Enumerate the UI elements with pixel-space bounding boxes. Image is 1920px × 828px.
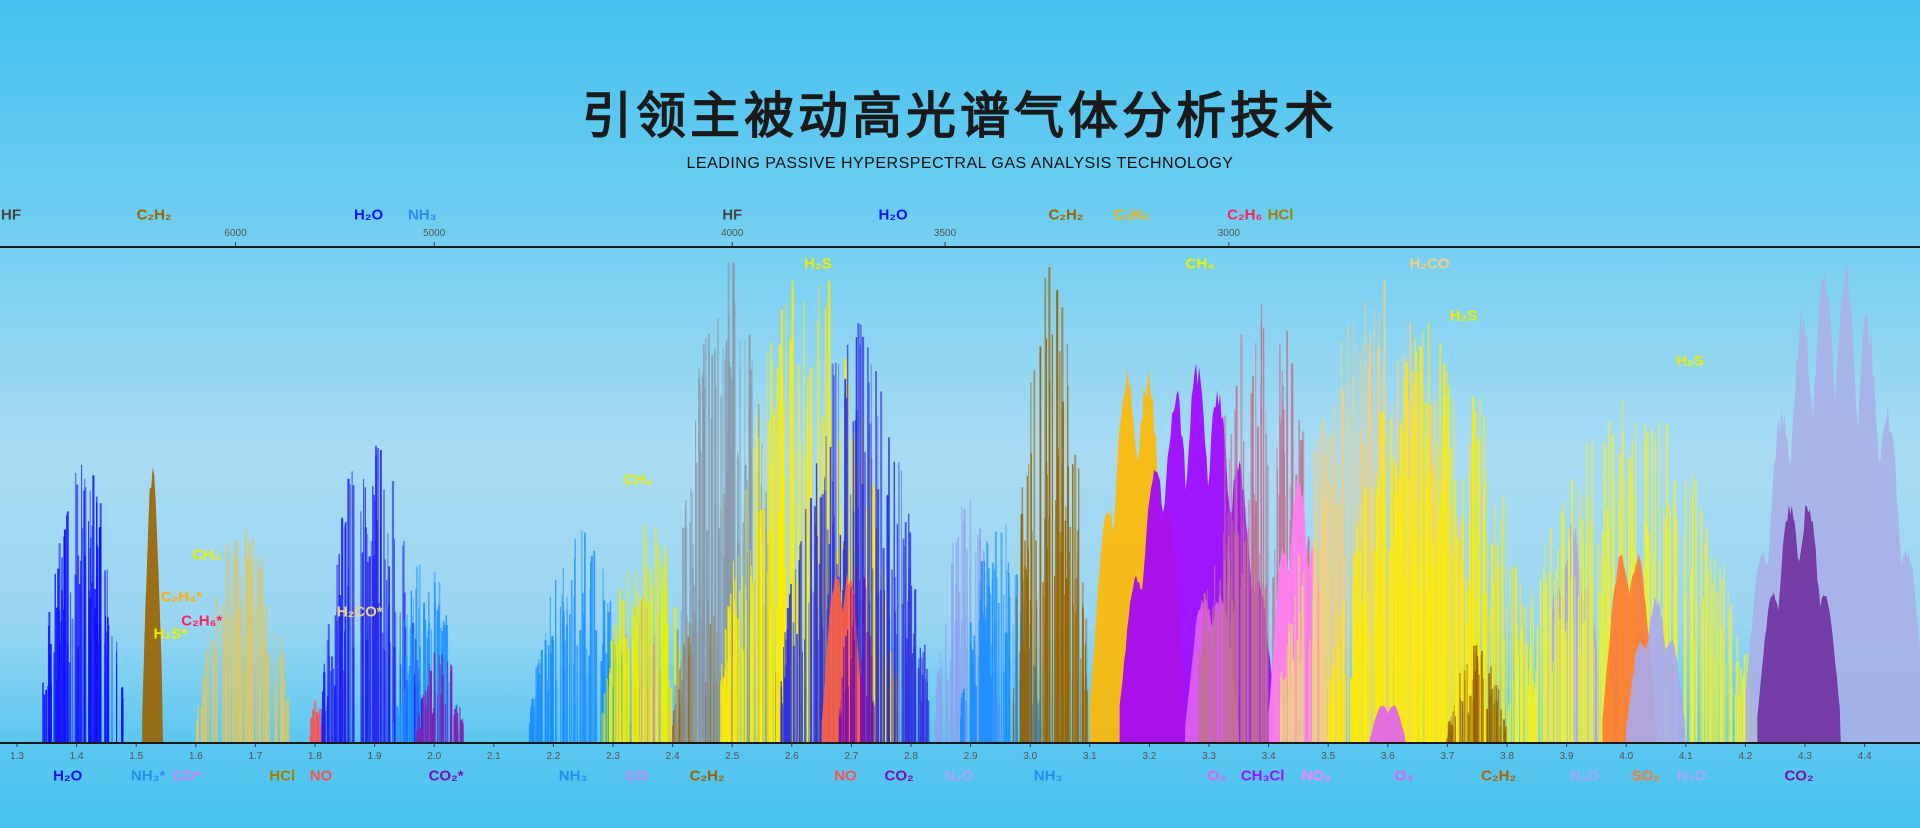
page-subtitle: LEADING PASSIVE HYPERSPECTRAL GAS ANALYS… bbox=[686, 155, 1234, 172]
band-gas-label: H₂CO* bbox=[336, 603, 383, 621]
page-title: 引领主被动高光谱气体分析技术 bbox=[582, 87, 1338, 145]
band-gas-label: C₂H₄* bbox=[160, 588, 203, 606]
bottom-tick-label: 3.7 bbox=[1440, 751, 1455, 762]
bottom-tick-label: 2.1 bbox=[486, 751, 501, 762]
top-gas-label: H₂O bbox=[354, 206, 384, 224]
top-tick-label: 3000 bbox=[1217, 228, 1240, 239]
band-gas-label: H₂S bbox=[1449, 307, 1478, 325]
bottom-gas-label: CO₂ bbox=[1784, 767, 1814, 785]
band-gas-label: H₂S bbox=[1676, 352, 1704, 370]
top-tick-label: 5000 bbox=[423, 228, 446, 239]
bottom-tick-label: 2.6 bbox=[784, 751, 799, 762]
top-gas-label: C₂H₄ bbox=[1113, 206, 1150, 224]
axis-ticks bbox=[16, 242, 1866, 747]
bottom-gas-label: CO bbox=[625, 767, 649, 785]
band-c2h2 bbox=[142, 467, 164, 743]
top-gas-label: NH₃ bbox=[407, 206, 437, 224]
bottom-tick-label: 4.3 bbox=[1798, 751, 1812, 762]
bottom-tick-label: 3.4 bbox=[1261, 751, 1276, 762]
bottom-tick-label: 4.0 bbox=[1619, 751, 1634, 762]
bottom-tick-label: 3.2 bbox=[1142, 751, 1157, 762]
top-gas-label: C₂H₆ bbox=[1227, 206, 1263, 224]
top-tick-label: 4000 bbox=[721, 228, 744, 239]
bottom-gas-label: O₃ bbox=[1394, 767, 1414, 785]
bottom-tick-label: 2.0 bbox=[427, 751, 442, 762]
bottom-tick-label: 1.7 bbox=[248, 751, 263, 762]
top-gas-label: HCl bbox=[1267, 206, 1294, 224]
bottom-tick-label: 2.2 bbox=[546, 751, 561, 762]
top-gas-label: HF bbox=[1, 206, 22, 224]
band-gas-label: C₂H₆* bbox=[181, 612, 223, 630]
top-gas-label: H₂O bbox=[878, 206, 908, 224]
bottom-tick-label: 2.4 bbox=[665, 751, 680, 762]
bottom-tick-label: 2.9 bbox=[963, 751, 978, 762]
bottom-gas-label: NO₂ bbox=[1301, 767, 1331, 785]
bottom-gas-label: CO* bbox=[172, 767, 202, 785]
bottom-tick-label: 4.4 bbox=[1857, 751, 1872, 762]
bottom-tick-label: 3.8 bbox=[1500, 751, 1514, 762]
bottom-gas-label: CH₃Cl bbox=[1240, 767, 1285, 785]
band-gas-label: CH₄ bbox=[1185, 255, 1215, 273]
bottom-tick-label: 3.6 bbox=[1380, 751, 1395, 762]
bottom-gas-label: N₂O bbox=[1569, 767, 1600, 785]
top-gas-label: C₂H₂ bbox=[1048, 206, 1084, 224]
band-gas-label: H₂S* bbox=[153, 625, 187, 643]
bottom-gas-label: NH₃* bbox=[130, 767, 166, 785]
bottom-gas-label: NH₃ bbox=[1033, 767, 1063, 785]
bottom-tick-label: 3.3 bbox=[1202, 751, 1216, 762]
bottom-tick-label: 2.8 bbox=[904, 751, 918, 762]
bottom-gas-label: CO₂ bbox=[884, 767, 914, 785]
top-gas-label: HF bbox=[722, 206, 743, 224]
top-tick-label: 3500 bbox=[933, 228, 957, 239]
top-gas-label: C₂H₂ bbox=[136, 206, 172, 224]
bottom-gas-label: C₂H₂ bbox=[689, 767, 725, 785]
bottom-gas-label: C₂H₂ bbox=[1481, 767, 1517, 785]
band-gas-label: H₂S bbox=[804, 255, 832, 273]
bottom-tick-label: 4.1 bbox=[1678, 751, 1693, 762]
bottom-tick-label: 4.2 bbox=[1738, 751, 1753, 762]
bottom-gas-label: O₃ bbox=[1207, 767, 1227, 785]
band-o3 bbox=[1369, 705, 1406, 743]
bottom-tick-label: 1.9 bbox=[367, 751, 382, 762]
bottom-gas-label: HCl bbox=[269, 767, 296, 785]
bottom-gas-label: NH₃ bbox=[558, 767, 588, 785]
band-gas-label: CH₄ bbox=[192, 546, 221, 564]
spectral-bands bbox=[42, 262, 1920, 743]
bottom-tick-label: 2.5 bbox=[725, 751, 740, 762]
bottom-tick-label: 1.8 bbox=[308, 751, 322, 762]
bottom-gas-label: NO bbox=[834, 767, 857, 785]
bottom-gas-label: N₂O bbox=[1677, 767, 1707, 785]
bottom-gas-label: H₂O bbox=[53, 767, 83, 785]
band-gas-label: CH₄ bbox=[623, 471, 653, 489]
bottom-tick-label: 2.7 bbox=[844, 751, 859, 762]
bottom-tick-label: 3.9 bbox=[1559, 751, 1574, 762]
bottom-tick-label: 3.0 bbox=[1023, 751, 1038, 762]
bottom-gas-label: NO bbox=[309, 767, 333, 785]
bottom-tick-label: 1.4 bbox=[69, 751, 84, 762]
bottom-tick-label: 1.6 bbox=[188, 751, 203, 762]
top-tick-label: 6000 bbox=[224, 228, 247, 239]
bottom-tick-label: 3.5 bbox=[1321, 751, 1336, 762]
bottom-gas-label: CO₂* bbox=[428, 767, 464, 785]
bottom-tick-label: 3.1 bbox=[1082, 751, 1097, 762]
bottom-tick-label: 2.3 bbox=[606, 751, 620, 762]
bottom-tick-label: 1.5 bbox=[129, 751, 144, 762]
bottom-tick-label: 1.3 bbox=[10, 751, 24, 762]
bottom-gas-label: N₂O bbox=[944, 767, 974, 785]
band-co2 bbox=[1757, 504, 1841, 743]
band-n2o bbox=[1626, 596, 1686, 743]
band-gas-label: H₂CO bbox=[1409, 255, 1450, 273]
bottom-gas-label: SO₂ bbox=[1631, 767, 1661, 785]
